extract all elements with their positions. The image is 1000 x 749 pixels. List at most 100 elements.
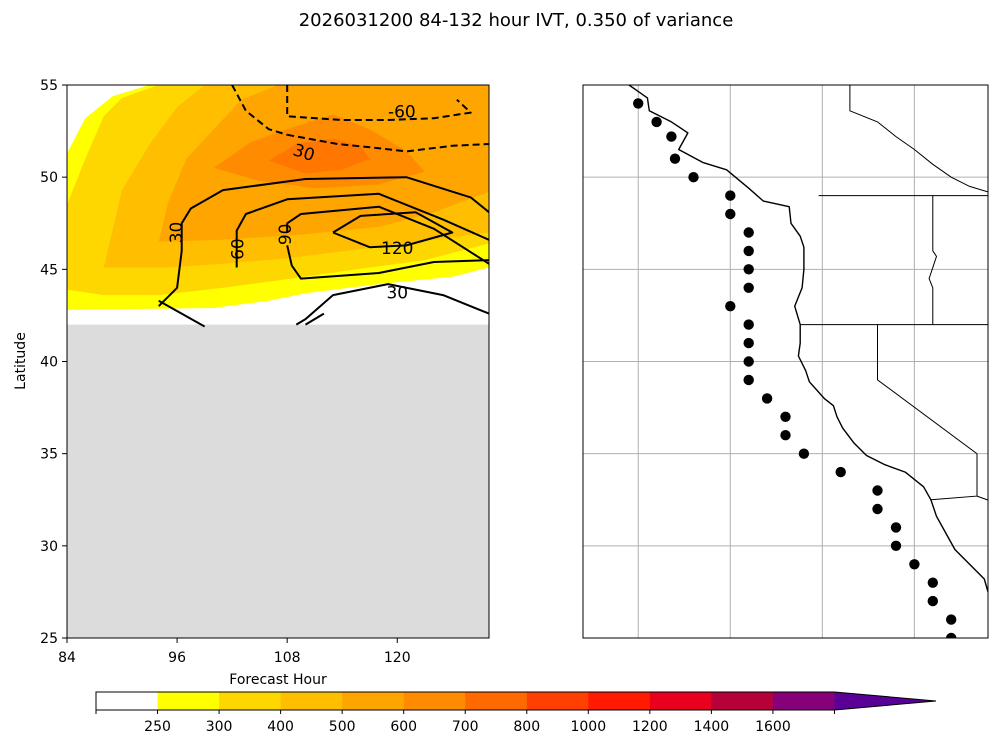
contour-label: 60 bbox=[229, 238, 249, 260]
y-tick-label: 45 bbox=[40, 262, 58, 278]
map-point bbox=[872, 503, 883, 515]
missing-data-fill bbox=[67, 324, 489, 638]
x-tick-label: 108 bbox=[274, 650, 301, 666]
map-point bbox=[743, 356, 754, 367]
map-point bbox=[743, 264, 754, 275]
contour-line bbox=[235, 192, 489, 268]
map-point bbox=[669, 153, 681, 164]
colorbar-segment bbox=[649, 692, 712, 710]
x-axis-label: Forecast Hour bbox=[229, 672, 327, 688]
colorbar-tick-label: 250 bbox=[144, 719, 171, 735]
contour-line bbox=[231, 85, 288, 136]
map-point bbox=[835, 466, 846, 478]
contour-label: 30 bbox=[167, 222, 187, 244]
map-point bbox=[743, 282, 754, 293]
map-point bbox=[688, 172, 699, 183]
contour-label: 90 bbox=[276, 223, 296, 245]
colorbar-outline bbox=[95, 691, 937, 711]
x-tick-label: 84 bbox=[58, 650, 76, 666]
colorbar-segment bbox=[588, 692, 651, 710]
map-point bbox=[666, 131, 677, 142]
colorbar-segment bbox=[342, 692, 405, 710]
ivt-hovmoller-panel: -60 30 30 60 90 120 30 84 96 108 120 25 30 35 40 45 50… bbox=[13, 78, 490, 688]
colorbar-tick-label: 700 bbox=[452, 719, 479, 735]
map-point bbox=[743, 319, 754, 330]
map-coastline-and-borders bbox=[628, 85, 988, 593]
colorbar-extend-arrow bbox=[834, 692, 936, 710]
contour-label: -60 bbox=[388, 103, 416, 123]
map-point bbox=[743, 337, 754, 349]
contour-line bbox=[287, 133, 489, 153]
colorbar-tick-label: 600 bbox=[390, 719, 417, 735]
y-tick-label: 40 bbox=[40, 355, 58, 371]
ivt-contour-lines bbox=[157, 85, 489, 328]
x-axis-ticks: 84 96 108 120 bbox=[58, 638, 411, 666]
contour-line bbox=[295, 283, 489, 326]
y-tick-label: 25 bbox=[40, 631, 58, 647]
map-point bbox=[651, 116, 662, 128]
map-point bbox=[780, 411, 791, 422]
colorbar-segment bbox=[711, 692, 774, 710]
contour-line bbox=[332, 211, 454, 249]
map-point bbox=[872, 485, 883, 496]
map-point bbox=[946, 614, 957, 625]
colorbar-tick-label: 1000 bbox=[570, 719, 606, 735]
colorbar-segment bbox=[403, 692, 466, 710]
political-boundary bbox=[928, 195, 938, 325]
political-boundary bbox=[849, 85, 988, 193]
colorbar-tick-label: 300 bbox=[206, 719, 233, 735]
figure-title: 2026031200 84-132 hour IVT, 0.350 of var… bbox=[299, 10, 734, 31]
map-point bbox=[725, 190, 736, 201]
fill-band-700 bbox=[268, 138, 370, 174]
colorbar-segment bbox=[219, 692, 282, 710]
colorbar-segment bbox=[280, 692, 343, 710]
colorbar-tick-label: 500 bbox=[329, 719, 356, 735]
colorbar-tick-label: 1600 bbox=[755, 719, 791, 735]
colorbar-tick-label: 800 bbox=[513, 719, 540, 735]
y-tick-label: 50 bbox=[40, 170, 58, 186]
colorbar-tick-label: 1200 bbox=[632, 719, 668, 735]
y-tick-label: 55 bbox=[40, 78, 58, 94]
contour-line bbox=[157, 176, 489, 307]
map-point bbox=[890, 522, 902, 533]
y-tick-label: 35 bbox=[40, 447, 58, 463]
colorbar: 250 300 400 500 600 700 800 1000 1200 1400 1600 bbox=[95, 691, 937, 735]
map-point bbox=[725, 208, 736, 220]
y-axis-ticks: 25 30 35 40 45 50 55 bbox=[40, 78, 67, 647]
map-point bbox=[927, 577, 938, 588]
x-tick-label: 120 bbox=[384, 650, 411, 666]
map-point bbox=[725, 301, 736, 312]
x-tick-label: 96 bbox=[168, 650, 186, 666]
colorbar-segment bbox=[96, 692, 159, 710]
contour-label: 30 bbox=[386, 283, 408, 303]
map-panel bbox=[582, 84, 989, 639]
y-axis-label: Latitude bbox=[13, 332, 29, 390]
map-point bbox=[743, 374, 754, 386]
political-boundary bbox=[877, 324, 978, 501]
missing-data-region bbox=[67, 324, 489, 638]
colorbar-tick-label: 1400 bbox=[694, 719, 730, 735]
map-point bbox=[743, 245, 754, 257]
map-point bbox=[890, 540, 902, 551]
map-point bbox=[743, 227, 754, 238]
colorbar-segment bbox=[465, 692, 528, 710]
ivt-filled-contours bbox=[67, 85, 489, 310]
colorbar-segment bbox=[157, 692, 220, 710]
map-gridlines bbox=[583, 85, 988, 638]
colorbar-tick-label: 400 bbox=[267, 719, 294, 735]
map-point bbox=[946, 632, 957, 638]
colorbar-segment bbox=[772, 692, 835, 710]
map-point bbox=[761, 393, 773, 404]
map-point bbox=[927, 595, 938, 607]
map-point bbox=[780, 430, 791, 441]
contour-line bbox=[304, 312, 325, 326]
colorbar-segment bbox=[526, 692, 589, 710]
map-frame bbox=[582, 84, 989, 639]
map-point bbox=[798, 448, 810, 459]
contour-line bbox=[158, 299, 206, 328]
contour-line bbox=[286, 85, 472, 121]
contour-line bbox=[286, 245, 489, 280]
coastline bbox=[628, 85, 988, 593]
contour-label: 120 bbox=[381, 239, 413, 259]
